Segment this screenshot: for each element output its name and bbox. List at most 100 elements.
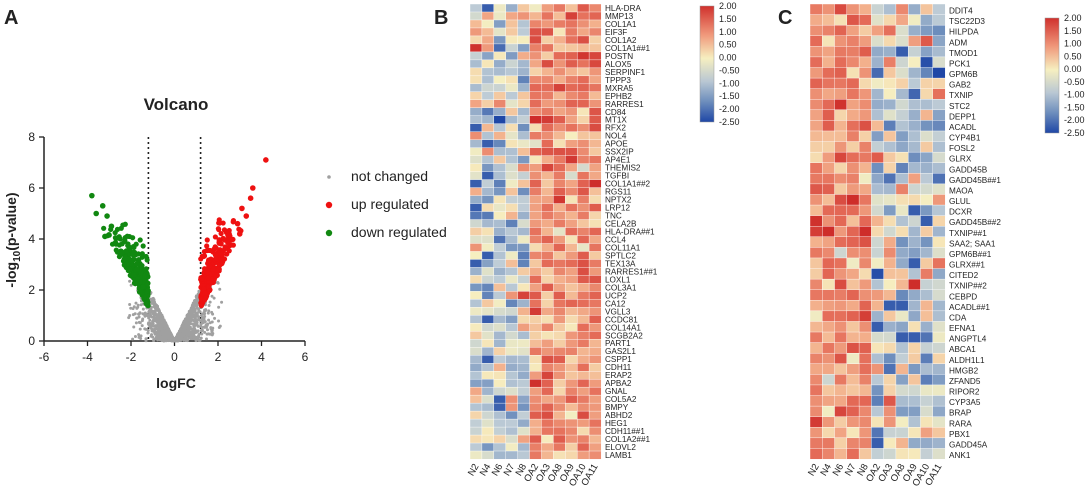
heatmap-cell <box>517 339 530 348</box>
gene-label: CCDC81 <box>605 315 638 324</box>
heatmap-cell <box>576 378 590 388</box>
heatmap-cell <box>895 395 909 407</box>
heatmap-cell <box>932 247 946 259</box>
heatmap-cell <box>576 27 590 37</box>
heatmap-cell <box>822 56 835 68</box>
colorbar-tick-label: -1.00 <box>719 78 740 88</box>
heatmap-cell <box>517 3 530 13</box>
heatmap-cell <box>481 3 495 13</box>
point-not-changed <box>151 300 155 304</box>
heatmap-cell <box>883 437 897 449</box>
point-not-changed <box>194 318 198 322</box>
volcano-y-label-sub: 10 <box>12 250 23 262</box>
point-not-changed <box>134 301 138 305</box>
heatmap-cell <box>809 77 823 90</box>
heatmap-cell <box>517 418 530 428</box>
heatmap-cell <box>469 83 483 93</box>
heatmap-cell <box>529 370 542 380</box>
heatmap-cell <box>493 171 507 181</box>
heatmap-cell <box>541 11 554 21</box>
heatmap-cell <box>493 203 507 212</box>
heatmap-cell <box>883 268 897 280</box>
point-up-regulated <box>221 227 228 233</box>
heatmap-cell <box>493 107 507 117</box>
heatmap-cell <box>469 219 483 228</box>
heatmap-cell <box>588 115 602 125</box>
heatmap-cell <box>469 410 483 420</box>
gene-label: DEPP1 <box>949 112 976 121</box>
heatmap-cell <box>517 67 530 77</box>
heatmap-cell <box>517 315 530 324</box>
heatmap-cell <box>529 131 542 141</box>
heatmap-cell <box>553 107 566 117</box>
heatmap-cell <box>907 194 921 206</box>
heatmap-cell <box>553 115 566 125</box>
heatmap-cell <box>565 323 578 332</box>
point-not-changed <box>151 335 155 339</box>
heatmap-cell <box>505 203 519 212</box>
heatmap-cell <box>846 247 860 259</box>
heatmap-cell <box>505 347 519 356</box>
point-not-changed <box>183 319 187 323</box>
heatmap-cell <box>834 183 848 195</box>
heatmap-cell <box>576 299 590 308</box>
gene-label: DDIT4 <box>949 7 973 16</box>
gene-label: NPTX2 <box>605 196 632 205</box>
point-not-changed <box>198 338 202 342</box>
heatmap-cell <box>932 130 946 142</box>
heatmap-cell <box>834 395 848 407</box>
point-not-changed <box>207 318 211 322</box>
heatmap-cell <box>871 226 885 238</box>
heatmap-cell <box>895 268 909 280</box>
heatmap-cell <box>565 219 578 228</box>
heatmap-cell <box>858 331 872 344</box>
point-not-changed <box>131 307 135 311</box>
heatmap-cell <box>822 437 835 449</box>
heatmap-cell <box>553 307 566 316</box>
heatmap-cell <box>834 374 848 386</box>
point-not-changed <box>179 336 183 340</box>
heatmap-cell <box>846 162 860 174</box>
point-not-changed <box>210 330 214 334</box>
gene-label: BMPY <box>605 403 629 412</box>
point-not-changed <box>156 315 160 319</box>
heatmap-cell <box>565 402 578 412</box>
heatmap-cell <box>576 83 590 93</box>
heatmap-cell <box>895 226 909 238</box>
heatmap-cell <box>517 251 530 260</box>
heatmap-cell <box>517 331 530 340</box>
heatmap-cell <box>883 173 897 185</box>
heatmap-cell <box>517 299 530 308</box>
colorbar-tick-label: 0.50 <box>1064 51 1082 61</box>
heatmap-cell <box>822 14 835 26</box>
heatmap-cell <box>871 289 885 301</box>
heatmap-cell <box>907 247 921 259</box>
point-down-regulated <box>104 213 110 219</box>
heatmap-cell <box>529 171 542 181</box>
heatmap-cell <box>846 3 860 15</box>
heatmap-cell <box>469 115 483 125</box>
heatmap-cell <box>588 402 602 412</box>
gene-label: MAOA <box>949 186 974 195</box>
heatmap-cell <box>505 418 519 428</box>
heatmap-cell <box>505 410 519 420</box>
heatmap-cell <box>883 405 897 418</box>
heatmap-cell <box>920 310 934 322</box>
heatmap-cell <box>517 370 530 380</box>
point-down-regulated <box>117 236 123 242</box>
heatmap-cell <box>920 374 934 386</box>
heatmap-cell <box>576 147 590 157</box>
gene-label: CA12 <box>605 299 626 308</box>
heatmap-cell <box>809 109 823 121</box>
heatmap-cell <box>576 131 590 141</box>
gene-label: TXNIP##1 <box>949 229 987 238</box>
heatmap-cell <box>588 291 602 300</box>
heatmap-cell <box>588 155 602 165</box>
heatmap-cell <box>588 195 602 204</box>
heatmap-cell <box>481 426 495 436</box>
heatmap-cell <box>846 300 860 312</box>
heatmap-cell <box>883 194 897 206</box>
heatmap-cell <box>895 183 909 195</box>
heatmap-cell <box>493 147 507 157</box>
heatmap-cell <box>895 215 909 227</box>
